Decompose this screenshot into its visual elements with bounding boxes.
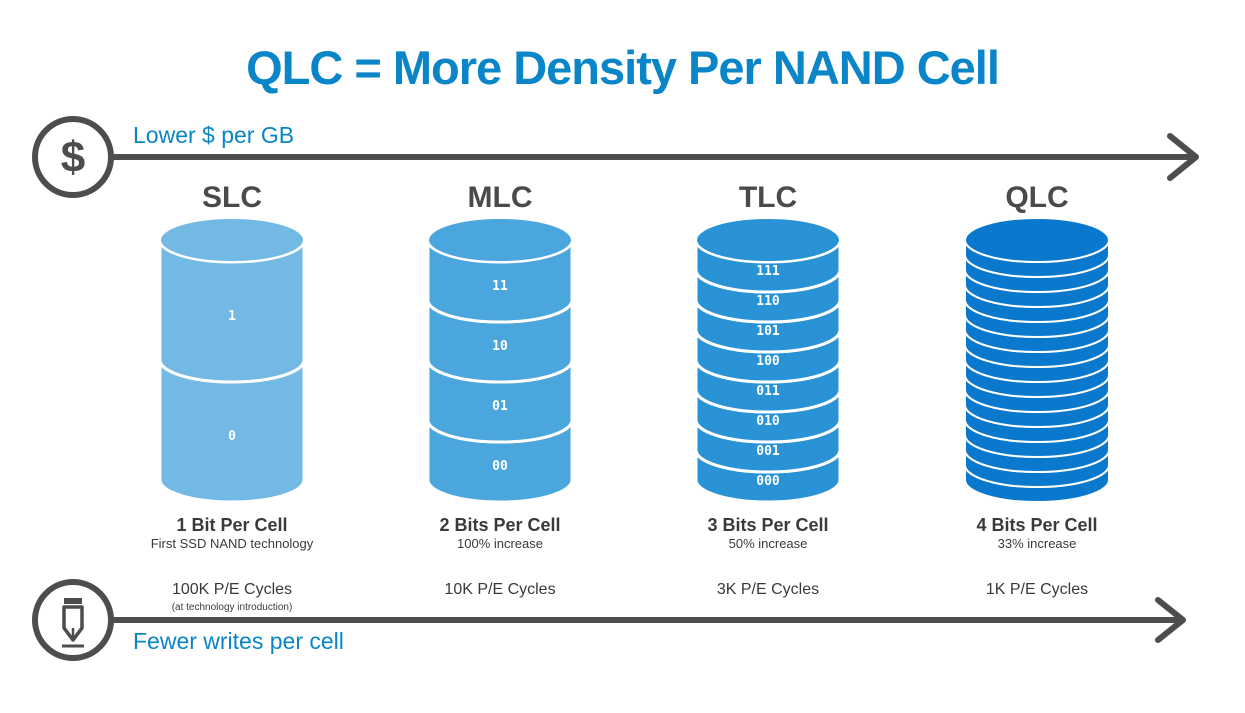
cell-level-label: 01 — [492, 399, 508, 414]
bottom-axis-arrow — [110, 597, 1186, 643]
cell-level-label: 110 — [756, 294, 780, 309]
slc-bits: 1 Bit Per Cell — [176, 515, 288, 535]
cell-level-label: 11 — [492, 279, 508, 294]
cell-level-label: 100 — [756, 354, 780, 369]
cell-level-label: 10 — [492, 339, 508, 354]
cell-stack-cap — [159, 217, 305, 263]
tlc-desc: 50% increase — [728, 536, 808, 551]
tlc-bits: 3 Bits Per Cell — [707, 515, 829, 535]
cell-stack-qlc: 0000000100100011010001010110011110001001… — [964, 217, 1110, 503]
cell-level-label: 011 — [756, 384, 780, 399]
cell-level-label: 111 — [756, 264, 780, 279]
qlc-label: QLC — [1005, 181, 1069, 214]
cell-stack-cap — [695, 217, 841, 263]
qlc-desc: 33% increase — [997, 536, 1077, 551]
mlc-desc: 100% increase — [457, 536, 543, 551]
tlc-label: TLC — [738, 181, 798, 214]
slc-label: SLC — [202, 181, 262, 214]
dollar-icon: $ — [32, 116, 114, 198]
page-title: QLC = More Density Per NAND Cell — [246, 41, 1000, 94]
slc-note: (at technology introduction) — [171, 602, 293, 613]
qlc-cycles: 1K P/E Cycles — [985, 581, 1089, 598]
top-axis-label: Lower $ per GB — [133, 122, 295, 148]
cell-level-label: 1 — [228, 309, 236, 324]
slc-cycles: 100K P/E Cycles — [171, 581, 293, 598]
slc-desc: First SSD NAND technology — [150, 536, 314, 551]
mlc-label: MLC — [467, 181, 533, 214]
cell-stack-mlc: 00 01 10 11 — [426, 217, 574, 504]
cell-stack-cap — [964, 217, 1110, 263]
mlc-bits: 2 Bits Per Cell — [439, 515, 561, 535]
cell-level-label: 00 — [492, 459, 508, 474]
pencil-icon — [32, 579, 114, 661]
svg-text:$: $ — [61, 133, 85, 182]
cell-level-label: 101 — [756, 324, 780, 339]
cell-stack-slc: 01 — [158, 217, 306, 504]
cell-level-label: 000 — [756, 474, 780, 489]
cell-level-label: 001 — [756, 444, 780, 459]
cell-stack-cap — [427, 217, 573, 263]
mlc-cycles: 10K P/E Cycles — [444, 581, 556, 598]
top-axis-arrow — [110, 133, 1199, 181]
cell-stack-tlc: 000 001 010 011 100 101 110 111 — [694, 217, 842, 504]
tlc-cycles: 3K P/E Cycles — [716, 581, 820, 598]
cell-level-label: 010 — [756, 414, 780, 429]
bottom-axis-label: Fewer writes per cell — [133, 628, 344, 654]
cell-level-label: 0 — [228, 429, 236, 444]
qlc-bits: 4 Bits Per Cell — [976, 515, 1098, 535]
